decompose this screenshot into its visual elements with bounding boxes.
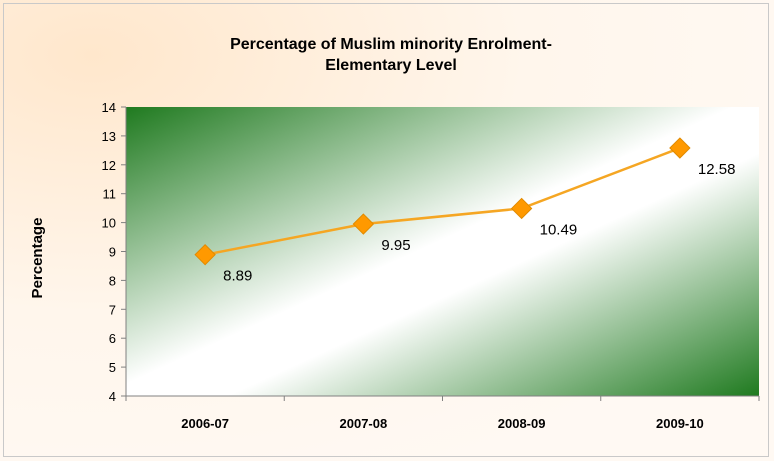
y-tick-label: 5: [109, 360, 116, 375]
chart-title-line-2: Elementary Level: [325, 57, 457, 74]
data-point-marker: [352, 213, 375, 235]
y-tick-label: 13: [102, 129, 116, 144]
y-tick-label: 11: [103, 187, 117, 202]
x-tick-label: 2008-09: [498, 416, 546, 431]
y-ticks: 4 5 6 7 8 9 10 11 12 13 14: [102, 100, 126, 404]
y-tick-label: 9: [109, 245, 116, 260]
x-tick-label: 2007-08: [340, 416, 388, 431]
data-label: 10.49: [540, 221, 578, 238]
y-tick-label: 6: [109, 331, 116, 346]
data-point-marker: [669, 137, 691, 159]
data-label: 9.95: [381, 237, 410, 254]
data-labels: 8.89 9.95 10.49 12.58: [223, 161, 735, 285]
y-tick-label: 14: [102, 100, 116, 115]
data-label: 8.89: [223, 268, 252, 285]
x-ticks: 2006-07 2007-08 2008-09 2009-10: [125, 396, 760, 431]
data-label: 12.58: [698, 161, 736, 178]
series-line: [204, 146, 681, 256]
y-tick-label: 10: [102, 216, 116, 231]
series-line-group: [194, 137, 691, 266]
y-tick-label: 12: [102, 158, 116, 173]
x-tick-label: 2006-07: [181, 416, 229, 431]
data-point-marker: [510, 197, 533, 220]
chart-title-line-1: Percentage of Muslim minority Enrolment-: [230, 36, 552, 53]
data-point-marker: [194, 243, 216, 266]
plot-area: [126, 107, 759, 396]
y-tick-label: 8: [109, 273, 116, 288]
y-axis-title: Percentage: [29, 218, 46, 299]
y-tick-label: 7: [109, 302, 116, 317]
x-tick-label: 2009-10: [656, 416, 704, 431]
y-tick-label: 4: [109, 389, 116, 404]
